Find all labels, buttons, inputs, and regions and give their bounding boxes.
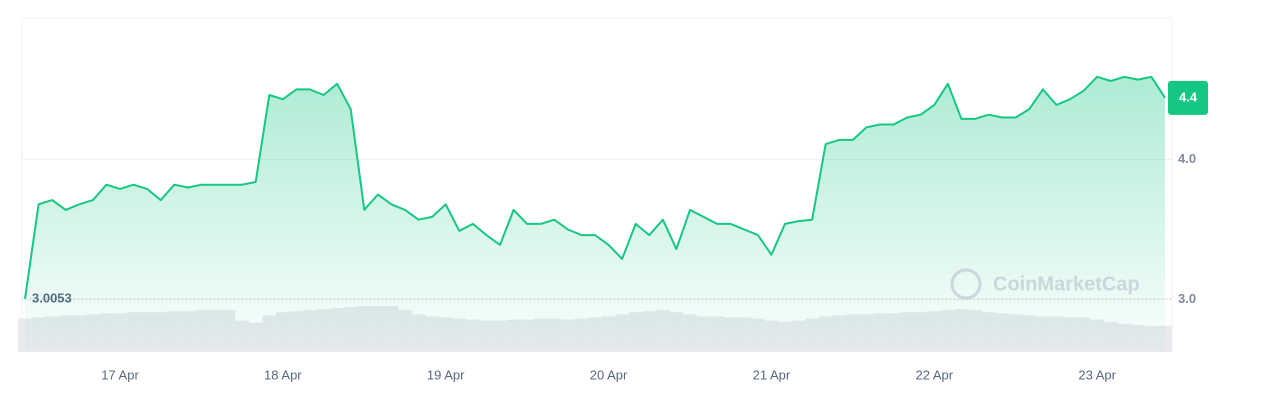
y-tick-label: 4.0	[1178, 151, 1196, 166]
price-tag-label: 4.4	[1179, 89, 1198, 104]
x-tick-label: 21 Apr	[753, 367, 791, 382]
watermark-text: CoinMarketCap	[993, 273, 1140, 295]
x-tick-label: 23 Apr	[1078, 367, 1116, 382]
price-tag: 4.4	[1168, 80, 1208, 115]
y-tick-label: 3.0	[1178, 291, 1196, 306]
x-tick-label: 22 Apr	[915, 367, 953, 382]
price-line	[24, 75, 1166, 299]
price-tag-box	[1168, 80, 1208, 115]
price-area	[25, 76, 1165, 351]
watermark: CoinMarketCap	[950, 268, 1140, 300]
x-tick-label: 19 Apr	[427, 367, 465, 382]
x-tick-label: 18 Apr	[264, 367, 302, 382]
x-tick-label: 20 Apr	[590, 367, 628, 382]
watermark-logo	[950, 268, 982, 300]
x-tick-label: 17 Apr	[101, 367, 139, 382]
